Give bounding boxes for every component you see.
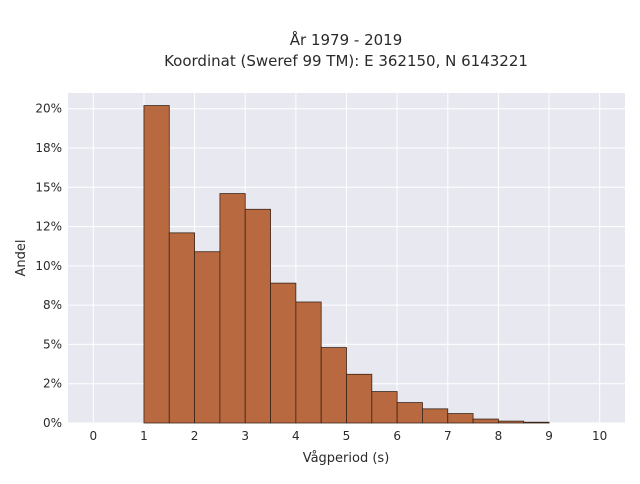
chart-title-line-1: År 1979 - 2019 [290, 30, 403, 49]
y-tick-label: 12% [35, 220, 62, 234]
y-tick-label: 18% [35, 141, 62, 155]
x-tick-label: 8 [495, 429, 503, 443]
y-tick-label: 20% [35, 102, 62, 116]
histogram-bar [422, 408, 449, 424]
histogram-bar [295, 301, 322, 424]
x-tick-label: 10 [592, 429, 607, 443]
histogram-bar [143, 105, 170, 424]
histogram-bar [523, 421, 550, 424]
x-tick-label: 4 [292, 429, 300, 443]
y-axis-label: Andel [14, 240, 29, 277]
x-axis-ticks: 0 1 2 3 4 5 6 7 8 9 10 [89, 429, 607, 443]
y-tick-label: 5% [43, 337, 62, 351]
histogram-bar [194, 251, 221, 424]
histogram-bar [346, 373, 373, 424]
chart-title-line-2: Koordinat (Sweref 99 TM): E 362150, N 61… [164, 52, 528, 70]
x-tick-label: 0 [89, 429, 97, 443]
x-tick-label: 3 [241, 429, 249, 443]
x-tick-label: 5 [343, 429, 351, 443]
histogram-bars [143, 105, 550, 424]
histogram-bar [472, 418, 499, 424]
y-tick-label: 8% [43, 298, 62, 312]
x-tick-label: 2 [191, 429, 199, 443]
histogram-bar [219, 193, 246, 424]
x-tick-label: 7 [444, 429, 452, 443]
y-tick-label: 15% [35, 180, 62, 194]
x-tick-label: 1 [140, 429, 148, 443]
x-axis-label: Vågperiod (s) [303, 451, 390, 466]
y-tick-label: 0% [43, 416, 62, 430]
x-tick-label: 6 [393, 429, 401, 443]
histogram-bar [244, 208, 271, 424]
histogram-bar [447, 413, 474, 424]
x-tick-label: 9 [545, 429, 553, 443]
histogram-bar [371, 391, 398, 424]
histogram-bar [498, 420, 525, 424]
histogram-bar [320, 347, 347, 424]
grid-lines [68, 93, 625, 424]
y-axis-ticks: 0% 2% 5% 8% 10% 12% 15% 18% 20% [35, 102, 62, 430]
histogram-bar [168, 232, 195, 424]
histogram-bar [270, 282, 297, 424]
y-tick-label: 10% [35, 259, 62, 273]
y-tick-label: 2% [43, 377, 62, 391]
histogram-bar [396, 402, 423, 424]
